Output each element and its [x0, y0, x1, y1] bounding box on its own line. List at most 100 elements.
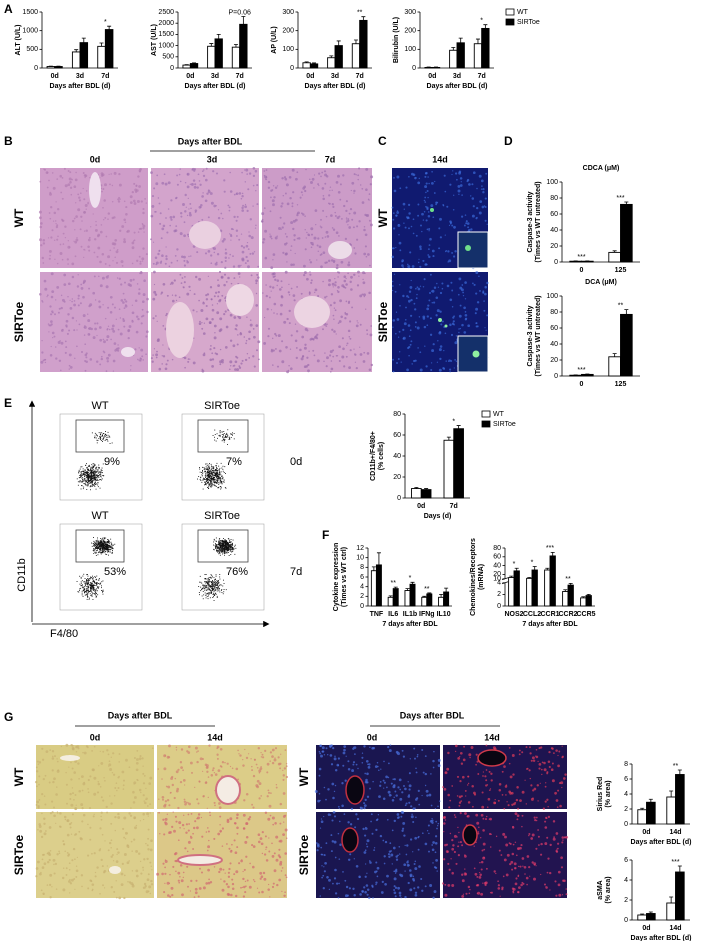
flow-event — [233, 540, 234, 541]
texture-dot — [256, 785, 259, 788]
texture-dot — [170, 777, 173, 780]
flow-event — [102, 547, 103, 548]
texture-dot — [175, 870, 177, 872]
texture-dot — [436, 296, 439, 299]
flow-event — [96, 434, 97, 435]
texture-dot — [285, 749, 287, 751]
texture-dot — [188, 823, 190, 825]
texture-dot — [112, 201, 113, 202]
flow-event — [232, 544, 233, 545]
flow-event — [92, 481, 93, 482]
flow-event — [105, 544, 106, 545]
texture-dot — [212, 309, 215, 312]
texture-dot — [214, 336, 217, 339]
flow-event — [209, 484, 210, 485]
texture-dot — [445, 360, 446, 361]
texture-dot — [280, 313, 283, 316]
gate — [198, 420, 248, 452]
texture-dot — [363, 360, 366, 363]
texture-dot — [129, 284, 132, 287]
flow-event — [230, 549, 231, 550]
texture-dot — [281, 286, 283, 288]
texture-dot — [86, 745, 88, 747]
texture-dot — [167, 360, 169, 362]
texture-dot — [140, 873, 142, 875]
texture-dot — [123, 218, 126, 221]
texture-dot — [106, 749, 108, 751]
flow-event — [91, 585, 92, 586]
flow-event — [218, 484, 219, 485]
texture-dot — [156, 351, 158, 353]
flow-event — [206, 590, 207, 591]
texture-dot — [203, 354, 206, 357]
texture-dot — [217, 284, 220, 287]
texture-dot — [239, 192, 242, 195]
texture-dot — [254, 366, 256, 368]
texture-dot — [85, 356, 87, 358]
flow-event — [81, 481, 82, 482]
flow-event — [93, 553, 94, 554]
texture-dot — [212, 247, 214, 249]
flow-event — [222, 543, 223, 544]
texture-dot — [195, 891, 198, 894]
texture-dot — [44, 804, 46, 806]
flow-event — [90, 485, 91, 486]
texture-dot — [414, 303, 416, 305]
texture-dot — [347, 220, 349, 222]
flow-event — [81, 485, 82, 486]
texture-dot — [190, 184, 191, 185]
texture-dot — [43, 242, 45, 244]
texture-dot — [188, 208, 189, 209]
texture-dot — [341, 356, 344, 359]
texture-dot — [461, 284, 463, 286]
texture-dot — [437, 340, 438, 341]
flow-event — [214, 482, 215, 483]
texture-dot — [190, 762, 193, 765]
texture-dot — [333, 286, 334, 287]
flow-event — [221, 550, 222, 551]
flow-event — [89, 481, 90, 482]
texture-dot — [155, 293, 158, 296]
flow-event — [92, 579, 93, 580]
flow-event — [220, 555, 221, 556]
flow-event — [232, 547, 233, 548]
texture-dot — [273, 883, 275, 885]
texture-dot — [408, 212, 410, 214]
flow-event — [88, 579, 89, 580]
texture-dot — [254, 759, 256, 761]
flow-event — [209, 485, 210, 486]
texture-dot — [160, 261, 162, 263]
texture-dot — [179, 876, 181, 878]
flow-event — [79, 590, 80, 591]
texture-dot — [133, 240, 134, 241]
flow-event — [219, 538, 220, 539]
flow-frame — [182, 414, 264, 500]
flow-event — [205, 471, 206, 472]
texture-dot — [262, 756, 264, 758]
texture-dot — [428, 215, 431, 218]
flow-event — [204, 588, 205, 589]
texture-dot — [467, 222, 470, 225]
flow-event — [84, 473, 85, 474]
texture-dot — [425, 263, 428, 266]
texture-dot — [273, 312, 275, 314]
flow-event — [213, 594, 214, 595]
texture-dot — [100, 751, 101, 752]
texture-dot — [256, 274, 258, 276]
texture-dot — [198, 278, 201, 281]
flow-event — [107, 544, 108, 545]
flow-event — [80, 480, 81, 481]
texture-dot — [135, 850, 138, 853]
texture-dot — [367, 352, 370, 355]
texture-dot — [57, 208, 59, 210]
flow-event — [95, 479, 96, 480]
flow-event — [200, 590, 201, 591]
texture-dot — [445, 191, 447, 193]
flow-event — [106, 439, 107, 440]
texture-dot — [439, 348, 442, 351]
texture-dot — [420, 369, 423, 372]
texture-dot — [255, 190, 256, 191]
flow-event — [100, 433, 101, 434]
texture-dot — [247, 188, 249, 190]
texture-dot — [355, 174, 356, 175]
